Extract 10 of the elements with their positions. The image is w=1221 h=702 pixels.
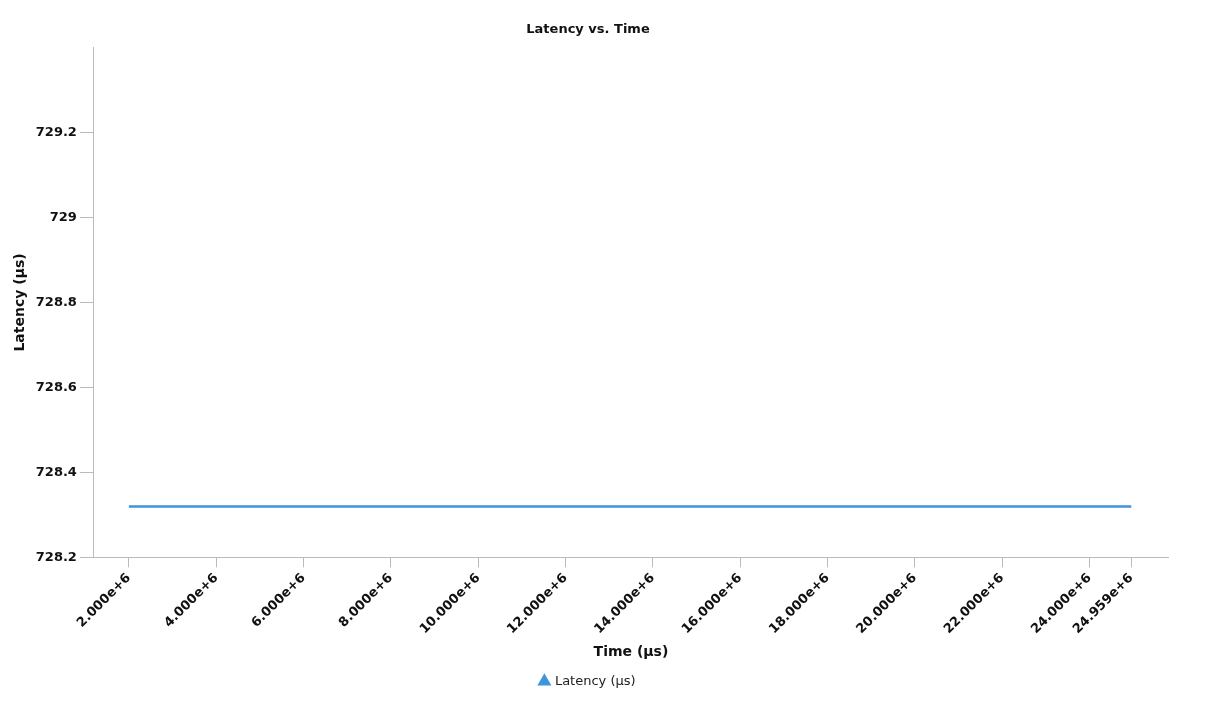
- y-tick-label: 728.2: [35, 548, 77, 564]
- legend-label: Latency (µs): [554, 672, 636, 688]
- y-tick-label: 728.6: [35, 378, 77, 394]
- x-axis-title: Time (µs): [593, 643, 669, 660]
- chart-title: Latency vs. Time: [526, 21, 650, 37]
- y-tick-label: 728.4: [35, 463, 77, 479]
- y-tick-label: 728.8: [35, 293, 77, 309]
- y-tick-label: 729.2: [35, 123, 77, 139]
- y-axis-title: Latency (µs): [11, 253, 28, 352]
- y-tick-label: 729: [49, 208, 77, 224]
